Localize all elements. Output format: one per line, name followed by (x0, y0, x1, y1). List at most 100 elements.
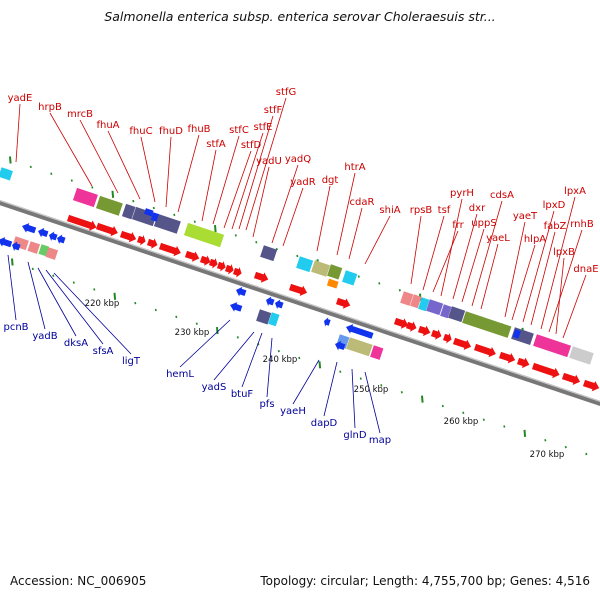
forward-label-leader (504, 221, 526, 318)
forward-gene-label: stfE (254, 122, 273, 133)
forward-gene-label: fhuC (129, 126, 152, 137)
reverse-gene-label: hemL (166, 369, 194, 380)
backbone-line (0, 200, 600, 406)
tick-mark (72, 281, 75, 284)
forward-gene-arrow (473, 343, 496, 358)
tick-mark (398, 289, 401, 292)
reverse-gene-arrow (0, 237, 13, 248)
scale-label: 230 kbp (175, 328, 210, 338)
tick-mark (31, 267, 34, 271)
reverse-gene-label: btuF (231, 389, 254, 400)
tick-mark (236, 336, 239, 339)
cog-block (462, 311, 512, 338)
forward-label-leader (522, 210, 555, 323)
tick-mark (52, 274, 55, 277)
reverse-gene-arrow (38, 227, 49, 238)
cog-block (38, 244, 50, 257)
cog-block (260, 245, 278, 262)
forward-label-leader (540, 196, 576, 330)
tick-mark (214, 224, 217, 233)
reverse-label-leader (45, 269, 104, 345)
tick-mark (111, 190, 115, 198)
backbone-highlight (0, 200, 600, 402)
forward-gene-arrow (442, 333, 452, 344)
forward-label-leader (480, 243, 499, 310)
tick-mark (359, 377, 362, 380)
forward-gene-label: yaeL (486, 233, 510, 244)
cog-block (448, 306, 466, 323)
reverse-gene-arrow (266, 296, 275, 307)
reverse-gene-arrow (49, 231, 58, 242)
forward-gene-label: lpxA (564, 186, 586, 197)
cog-block (327, 264, 343, 280)
forward-gene-arrow (405, 321, 417, 332)
tick-mark (216, 326, 219, 335)
tick-mark (193, 220, 196, 223)
forward-gene-arrow (393, 317, 409, 329)
tick-mark (462, 411, 465, 415)
cog-block (440, 304, 452, 319)
reverse-gene-label: yadS (202, 382, 227, 393)
gene-arrows (0, 214, 600, 392)
forward-gene-label: yadR (290, 177, 315, 188)
tick-mark (195, 322, 198, 325)
forward-label-leader (15, 103, 21, 163)
tick-mark (298, 356, 301, 360)
reverse-gene-label: pcnB (3, 322, 28, 333)
tick-mark (339, 370, 342, 373)
forward-label-leader (336, 172, 356, 256)
cog-block (346, 337, 373, 357)
reverse-gene-arrow (335, 340, 346, 351)
forward-label-leader (177, 134, 200, 213)
reverse-label-leader (37, 267, 77, 337)
summary-label: Topology: circular; Length: 4,755,700 bp… (260, 574, 590, 588)
tick-mark (585, 452, 588, 456)
reverse-gene-arrow (57, 234, 66, 245)
forward-label-leader (165, 136, 172, 208)
forward-gene-arrow (253, 271, 269, 283)
forward-gene-arrow (66, 214, 97, 231)
forward-label-leader (452, 213, 478, 300)
forward-gene-label: stfC (229, 125, 249, 136)
accession-label: Accession: NC_006905 (10, 574, 147, 588)
reverse-gene-arrow (275, 299, 284, 310)
reverse-gene-label: yadB (32, 331, 57, 342)
forward-label-leader (555, 257, 565, 335)
forward-gene-arrow (184, 250, 200, 262)
tick-mark (441, 404, 444, 408)
forward-label-leader (245, 97, 287, 231)
reverse-gene-label: map (369, 435, 391, 446)
cog-block (268, 312, 280, 327)
forward-label-leader (252, 166, 270, 238)
cog-blocks (0, 167, 594, 365)
forward-gene-label: rpsB (410, 205, 433, 216)
tick-mark (134, 301, 137, 305)
reverse-gene-label: pfs (259, 399, 274, 410)
cog-block (342, 270, 358, 286)
forward-label-leader (440, 198, 463, 297)
tick-mark (9, 156, 12, 164)
forward-gene-arrow (119, 230, 137, 243)
cog-block (183, 222, 225, 248)
cog-block (410, 294, 422, 309)
forward-label-leader (364, 215, 391, 265)
tick-mark (173, 213, 176, 217)
forward-gene-arrow (335, 297, 351, 309)
forward-gene-label: fhuA (96, 120, 119, 131)
forward-gene-label: stfA (206, 139, 226, 150)
cog-block (153, 213, 181, 234)
forward-label-leader (231, 132, 264, 230)
cog-block (144, 208, 154, 217)
tick-mark (255, 241, 258, 244)
forward-gene-arrow (452, 337, 472, 351)
tick-mark (564, 445, 567, 449)
tick-mark (482, 418, 485, 421)
forward-gene-arrow (158, 242, 181, 257)
forward-gene-arrow (516, 357, 530, 369)
forward-gene-arrow (208, 258, 218, 269)
reverse-label-leader (179, 319, 231, 368)
forward-gene-arrow (95, 222, 118, 237)
reverse-label-leader (53, 272, 132, 355)
reverse-gene-arrow (230, 302, 243, 312)
